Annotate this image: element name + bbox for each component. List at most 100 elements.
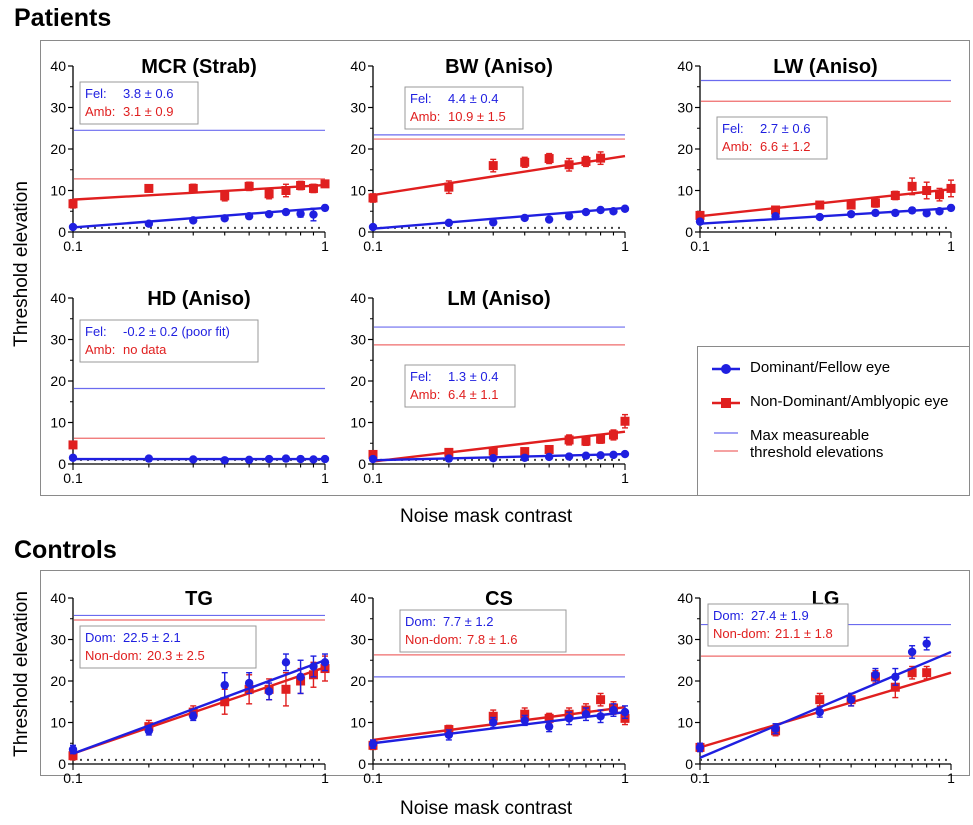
data-point [596,712,605,721]
data-point [544,154,554,164]
fit-line [699,188,952,218]
annotation-label: Dom: [405,614,436,629]
data-point [68,199,78,209]
data-point [596,205,605,215]
data-point [309,662,318,671]
annotation-value: -0.2 ± 0.2 (poor fit) [123,324,230,339]
y-tick-label: 40 [677,590,693,606]
y-tick-label: 0 [358,756,366,772]
panel-title: BW (Aniso) [445,56,553,78]
data-point [771,724,780,733]
annotation-value: no data [123,342,167,357]
data-point [309,210,318,219]
data-point [68,745,78,754]
data-point [907,647,917,657]
data-point [564,714,574,723]
panel-lw: 0 10 20 30 40 0.1 1 LW (Aniso) Fel: 2.7 ± 0.6 Amb:… [677,56,956,254]
panel-title: CS [485,588,513,610]
panel-tg: 0 10 20 30 40 0.1 1 TG Dom: 22.5 ± 2.1 Non-dom: 20.… [50,588,330,786]
data-point [368,222,378,232]
data-point [281,684,291,694]
annotation-value: 3.1 ± 0.9 [123,104,174,119]
data-point [281,454,291,463]
data-point [220,680,229,690]
data-point [815,707,824,717]
data-point [890,190,900,200]
annotation-label: Amb: [410,109,440,124]
data-point [815,200,825,210]
x-tick-label: 0.1 [690,770,710,786]
x-tick-label: 0.1 [690,238,710,254]
data-point [308,183,318,193]
panel-title: LM (Aniso) [447,288,550,310]
data-point [871,670,880,679]
data-point [296,672,305,682]
legend-item-max: Max measureable threshold elevations [710,427,957,461]
data-point [815,695,825,705]
panel-title: MCR (Strab) [141,56,257,78]
data-point [244,212,254,221]
y-tick-label: 20 [50,673,66,689]
fit-annotation-box [79,319,259,363]
y-tick-label: 10 [677,183,693,199]
ylabel-layer: Threshold elevation Threshold elevation [11,181,32,757]
data-point [935,190,945,200]
legend-max-line1: Max measureable [750,427,870,444]
panel-cs: 0 10 20 30 40 0.1 1 CS Dom: 7.7 ± 1.2 Non-dom: 7.8 … [350,588,630,786]
data-point [264,687,274,696]
annotation-label: Amb: [85,342,115,357]
y-tick-label: 20 [677,673,693,689]
data-point [68,222,78,232]
annotation-value: 4.4 ± 0.4 [448,91,499,106]
data-point [520,157,530,167]
annotation-value: 1.3 ± 0.4 [448,369,499,384]
y-tick-label: 30 [350,100,366,116]
data-point [581,156,591,166]
data-point [922,209,931,218]
x-tick-label: 1 [321,470,329,486]
data-point [608,430,618,440]
data-point [489,718,498,727]
fit-annotation-box [707,603,849,647]
data-point [144,454,154,463]
y-tick-label: 10 [350,715,366,731]
data-point [488,446,498,456]
data-point [488,711,498,721]
panel-mcr: 0 10 20 30 40 0.1 1 MCR (Strab) Fel: 3.8 ± 0.6 Amb… [50,56,330,254]
legend-nondominant-label: Non-Dominant/Amblyopic eye [750,393,949,410]
legend-nondominant-symbol [710,393,750,413]
data-point [189,455,198,464]
fit-annotation-box [79,625,257,669]
data-point [907,181,917,191]
data-point [907,668,917,678]
annotation-value: 6.4 ± 1.1 [448,387,499,402]
annotation-label: Amb: [410,387,440,402]
panel-bw: 0 10 20 30 40 0.1 1 BW (Aniso) Fel: 4.4 ± 0.4 Amb:… [350,56,630,254]
y-tick-label: 20 [50,141,66,157]
data-point [935,207,944,216]
data-point [907,206,917,215]
data-point [620,416,630,426]
legend-item-nondominant: Non-Dominant/Amblyopic eye [710,393,957,413]
x-tick-label: 1 [621,770,629,786]
data-point [264,454,274,464]
y-tick-label: 10 [50,715,66,731]
data-point [189,712,198,721]
x-tick-label: 0.1 [63,238,83,254]
fit-line [372,710,626,745]
data-point [296,454,305,464]
x-tick-label: 1 [621,470,629,486]
data-point [870,198,880,208]
x-tick-label: 1 [321,770,329,786]
panel-lm: 0 10 20 30 40 0.1 1 LM (Aniso) Fel: 1.3 ± 0.4 Amb:… [350,288,630,486]
x-tick-label: 0.1 [363,770,383,786]
x-tick-label: 1 [621,238,629,254]
data-point [144,219,154,228]
x-tick-label: 0.1 [363,470,383,486]
data-point [488,161,498,171]
data-point [695,217,705,226]
y-tick-label: 30 [677,632,693,648]
data-point [368,454,378,464]
